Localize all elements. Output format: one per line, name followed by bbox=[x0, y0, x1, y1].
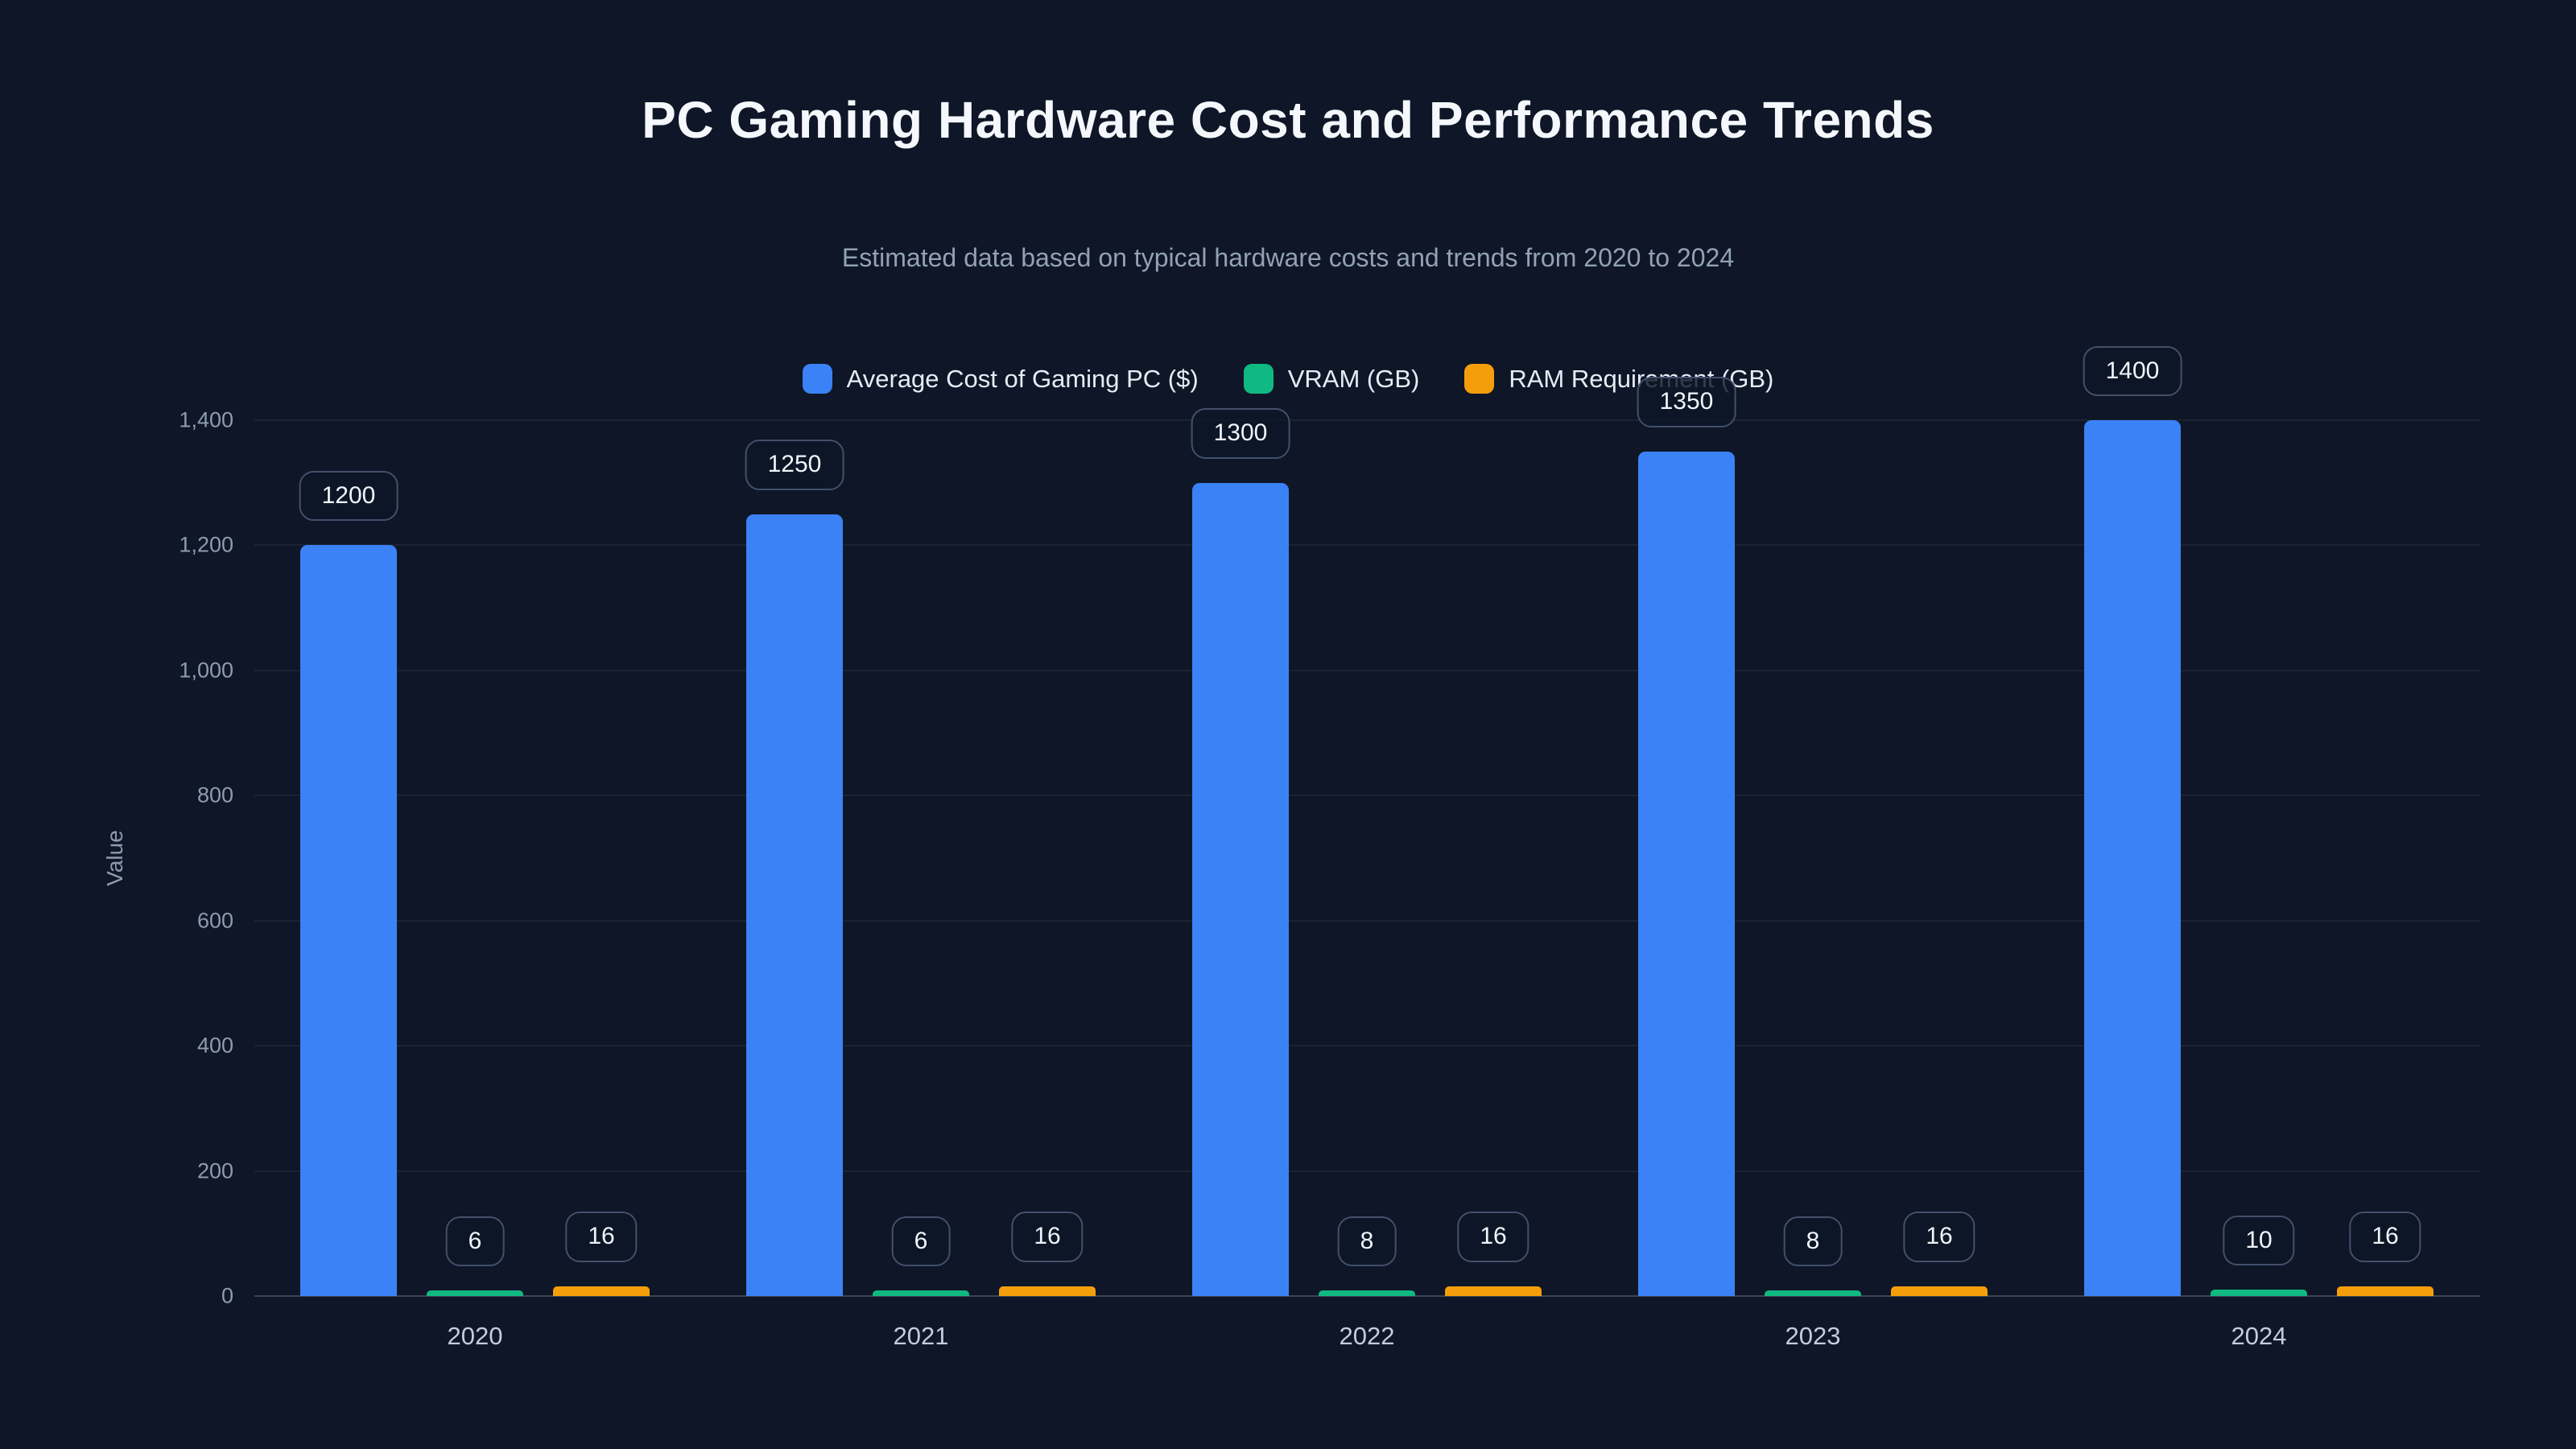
bar-value-label: 16 bbox=[1457, 1212, 1530, 1262]
bar-value-label: 16 bbox=[2349, 1212, 2421, 1262]
bar-value-label: 1200 bbox=[299, 470, 398, 522]
gridline bbox=[254, 919, 2480, 922]
legend-swatch-icon bbox=[1243, 364, 1274, 394]
bar-value-label: 1350 bbox=[1637, 377, 1736, 427]
legend-swatch-icon bbox=[802, 364, 832, 394]
legend-label: Average Cost of Gaming PC ($) bbox=[846, 364, 1199, 393]
bar-ram-requirement-gb-2022[interactable] bbox=[1445, 1286, 1542, 1296]
legend-swatch-icon bbox=[1464, 364, 1495, 394]
x-tick-label: 2023 bbox=[1785, 1322, 1841, 1350]
gridline bbox=[254, 795, 2480, 797]
y-tick-label: 600 bbox=[196, 908, 233, 933]
gridline bbox=[254, 544, 2480, 547]
bar-value-label: 1300 bbox=[1191, 408, 1290, 459]
bar-value-label: 16 bbox=[1903, 1212, 1975, 1262]
chart-subtitle: Estimated data based on typical hardware… bbox=[841, 243, 1735, 272]
bar-value-label: 16 bbox=[1011, 1212, 1084, 1262]
bar-vram-gb-2023[interactable] bbox=[1765, 1290, 1861, 1296]
bar-vram-gb-2022[interactable] bbox=[1319, 1290, 1415, 1296]
gridline bbox=[254, 669, 2480, 671]
y-tick-label: 1,200 bbox=[179, 532, 233, 557]
bar-ram-requirement-gb-2021[interactable] bbox=[999, 1286, 1096, 1296]
bar-average-cost-of-gaming-pc-2021[interactable] bbox=[746, 514, 843, 1296]
legend-label: VRAM (GB) bbox=[1287, 364, 1420, 393]
gridline bbox=[254, 1170, 2480, 1172]
bar-value-label: 16 bbox=[565, 1212, 638, 1262]
bar-average-cost-of-gaming-pc-2020[interactable] bbox=[300, 545, 397, 1296]
bar-value-label: 6 bbox=[891, 1216, 951, 1266]
bar-average-cost-of-gaming-pc-2022[interactable] bbox=[1192, 482, 1289, 1296]
y-tick-label: 200 bbox=[196, 1158, 233, 1183]
y-tick-label: 0 bbox=[221, 1283, 233, 1308]
x-tick-label: 2024 bbox=[2231, 1322, 2287, 1350]
y-tick-label: 400 bbox=[196, 1033, 233, 1058]
bar-ram-requirement-gb-2020[interactable] bbox=[553, 1286, 650, 1296]
gridline bbox=[254, 419, 2480, 421]
bar-vram-gb-2020[interactable] bbox=[427, 1290, 523, 1296]
y-tick-label: 1,400 bbox=[179, 407, 233, 432]
bar-vram-gb-2024[interactable] bbox=[2211, 1290, 2307, 1296]
bar-vram-gb-2021[interactable] bbox=[873, 1290, 969, 1296]
bar-value-label: 8 bbox=[1337, 1216, 1397, 1266]
gridline bbox=[254, 1045, 2480, 1047]
y-tick-label: 1,000 bbox=[179, 658, 233, 683]
x-tick-label: 2020 bbox=[447, 1322, 503, 1350]
bar-value-label: 1250 bbox=[745, 440, 844, 490]
legend-item-1[interactable]: VRAM (GB) bbox=[1243, 364, 1420, 394]
bar-value-label: 8 bbox=[1783, 1216, 1843, 1266]
bar-value-label: 6 bbox=[445, 1216, 505, 1266]
gridline bbox=[254, 1295, 2480, 1297]
bar-ram-requirement-gb-2023[interactable] bbox=[1891, 1286, 1988, 1296]
bar-value-label: 1400 bbox=[2083, 345, 2182, 396]
x-tick-label: 2021 bbox=[893, 1322, 949, 1350]
bar-value-label: 10 bbox=[2223, 1215, 2295, 1266]
bar-ram-requirement-gb-2024[interactable] bbox=[2337, 1286, 2434, 1296]
y-tick-label: 800 bbox=[196, 782, 233, 807]
chart-title: PC Gaming Hardware Cost and Performance … bbox=[642, 91, 1934, 149]
bar-average-cost-of-gaming-pc-2024[interactable] bbox=[2084, 420, 2181, 1296]
bar-average-cost-of-gaming-pc-2023[interactable] bbox=[1638, 451, 1735, 1296]
x-tick-label: 2022 bbox=[1339, 1322, 1395, 1350]
legend-item-0[interactable]: Average Cost of Gaming PC ($) bbox=[802, 364, 1199, 394]
